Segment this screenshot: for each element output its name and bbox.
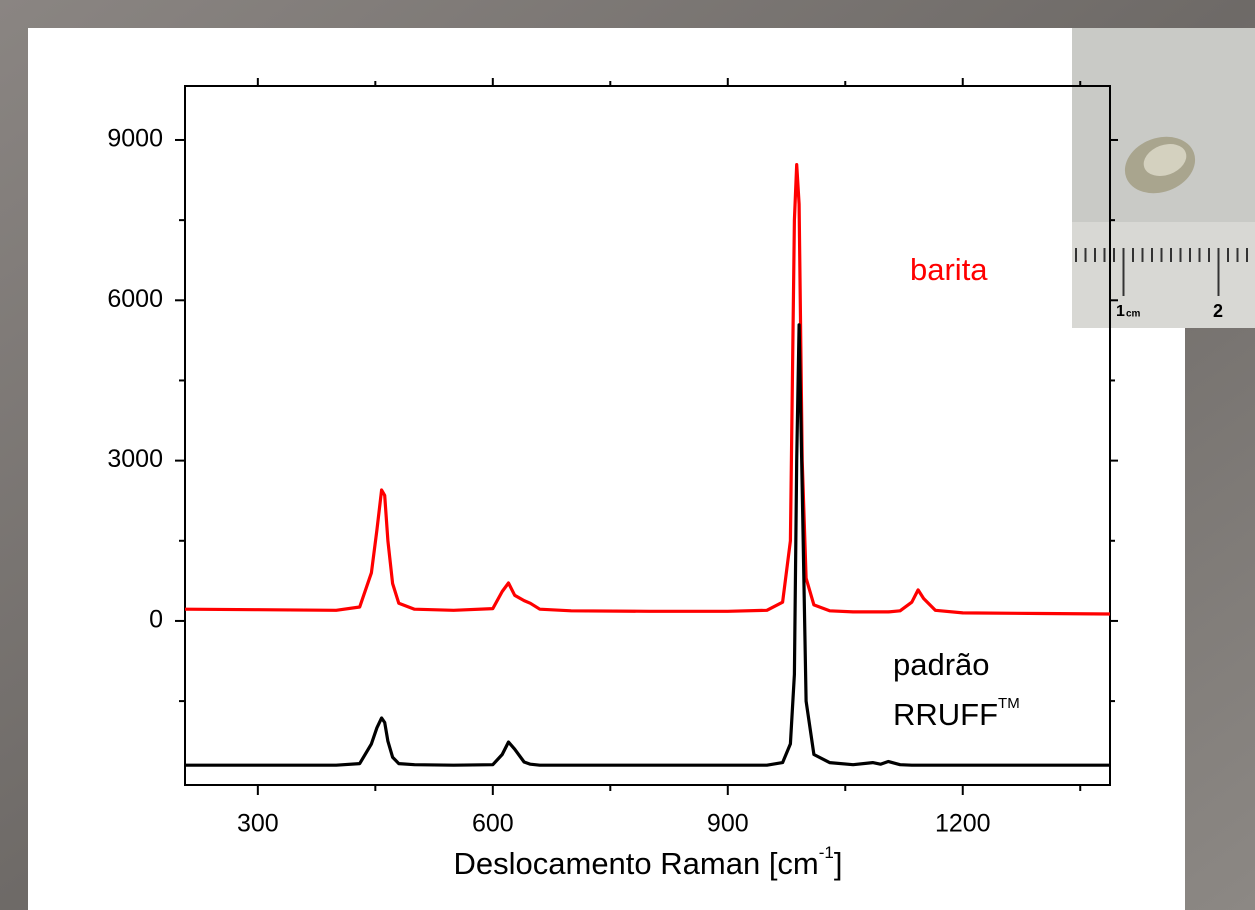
series-label: RRUFFTM <box>893 695 1020 732</box>
plot-frame <box>184 85 1111 786</box>
x-axis-label: Deslocamento Raman [cm-1] <box>454 843 843 881</box>
ruler <box>1072 222 1255 328</box>
series-label: barita <box>910 252 988 287</box>
photo-inset: 1 cm 2 <box>1072 28 1255 328</box>
x-tick-label: 1200 <box>935 810 991 838</box>
y-tick-label: 0 <box>149 606 163 634</box>
y-tick-label: 9000 <box>107 125 163 153</box>
ruler-label: 1 <box>1116 303 1125 320</box>
series-label-line2: RRUFF <box>893 697 998 732</box>
series-line <box>184 163 1111 616</box>
x-tick-label: 600 <box>472 810 514 838</box>
x-tick-label: 300 <box>237 810 279 838</box>
x-axis-label-end: ] <box>834 846 843 881</box>
x-axis-label-text: Deslocamento Raman [cm <box>454 846 819 881</box>
ruler-label: cm <box>1126 309 1141 320</box>
plot: 300 600 900 1200 0 3000 6000 9000 <box>107 78 1118 838</box>
x-axis-label-sup: -1 <box>819 843 834 862</box>
y-tick-label: 6000 <box>107 285 163 313</box>
pebble-highlight <box>1143 144 1187 176</box>
series-label: padrão <box>893 647 990 682</box>
panel <box>28 28 1185 910</box>
y-tick-label: 3000 <box>107 445 163 473</box>
x-tick-label: 900 <box>707 810 749 838</box>
series-line <box>185 323 1110 767</box>
series-label-sup: TM <box>998 695 1020 712</box>
ruler-label: 2 <box>1213 301 1223 321</box>
ruler-ticks <box>1075 248 1248 296</box>
